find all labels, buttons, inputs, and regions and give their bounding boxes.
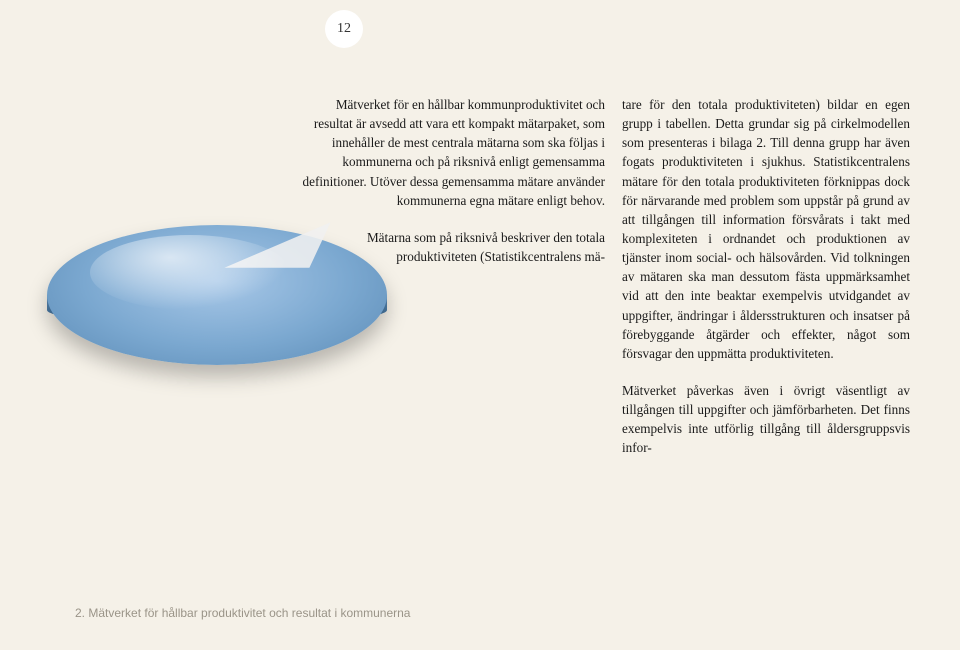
left-paragraph-2: Mätarna som på riksnivå beskriver den to… [300,228,605,266]
footer-caption: 2. Mätverket för hållbar produktivitet o… [75,606,410,620]
right-paragraph-1: tare för den totala produktiviteten) bil… [622,95,910,363]
left-paragraph-1: Mätverket för en hållbar kommunproduktiv… [300,95,605,210]
page-number: 12 [337,21,351,37]
page-number-badge: 12 [325,10,363,48]
text-content-area: Mätverket för en hållbar kommunproduktiv… [300,95,910,458]
right-paragraph-2: Mätverket påverkas även i övrigt väsentl… [622,381,910,458]
right-column: tare för den totala produktiviteten) bil… [622,95,910,458]
left-column: Mätverket för en hållbar kommunproduktiv… [300,95,605,266]
pie-gloss [90,235,290,310]
